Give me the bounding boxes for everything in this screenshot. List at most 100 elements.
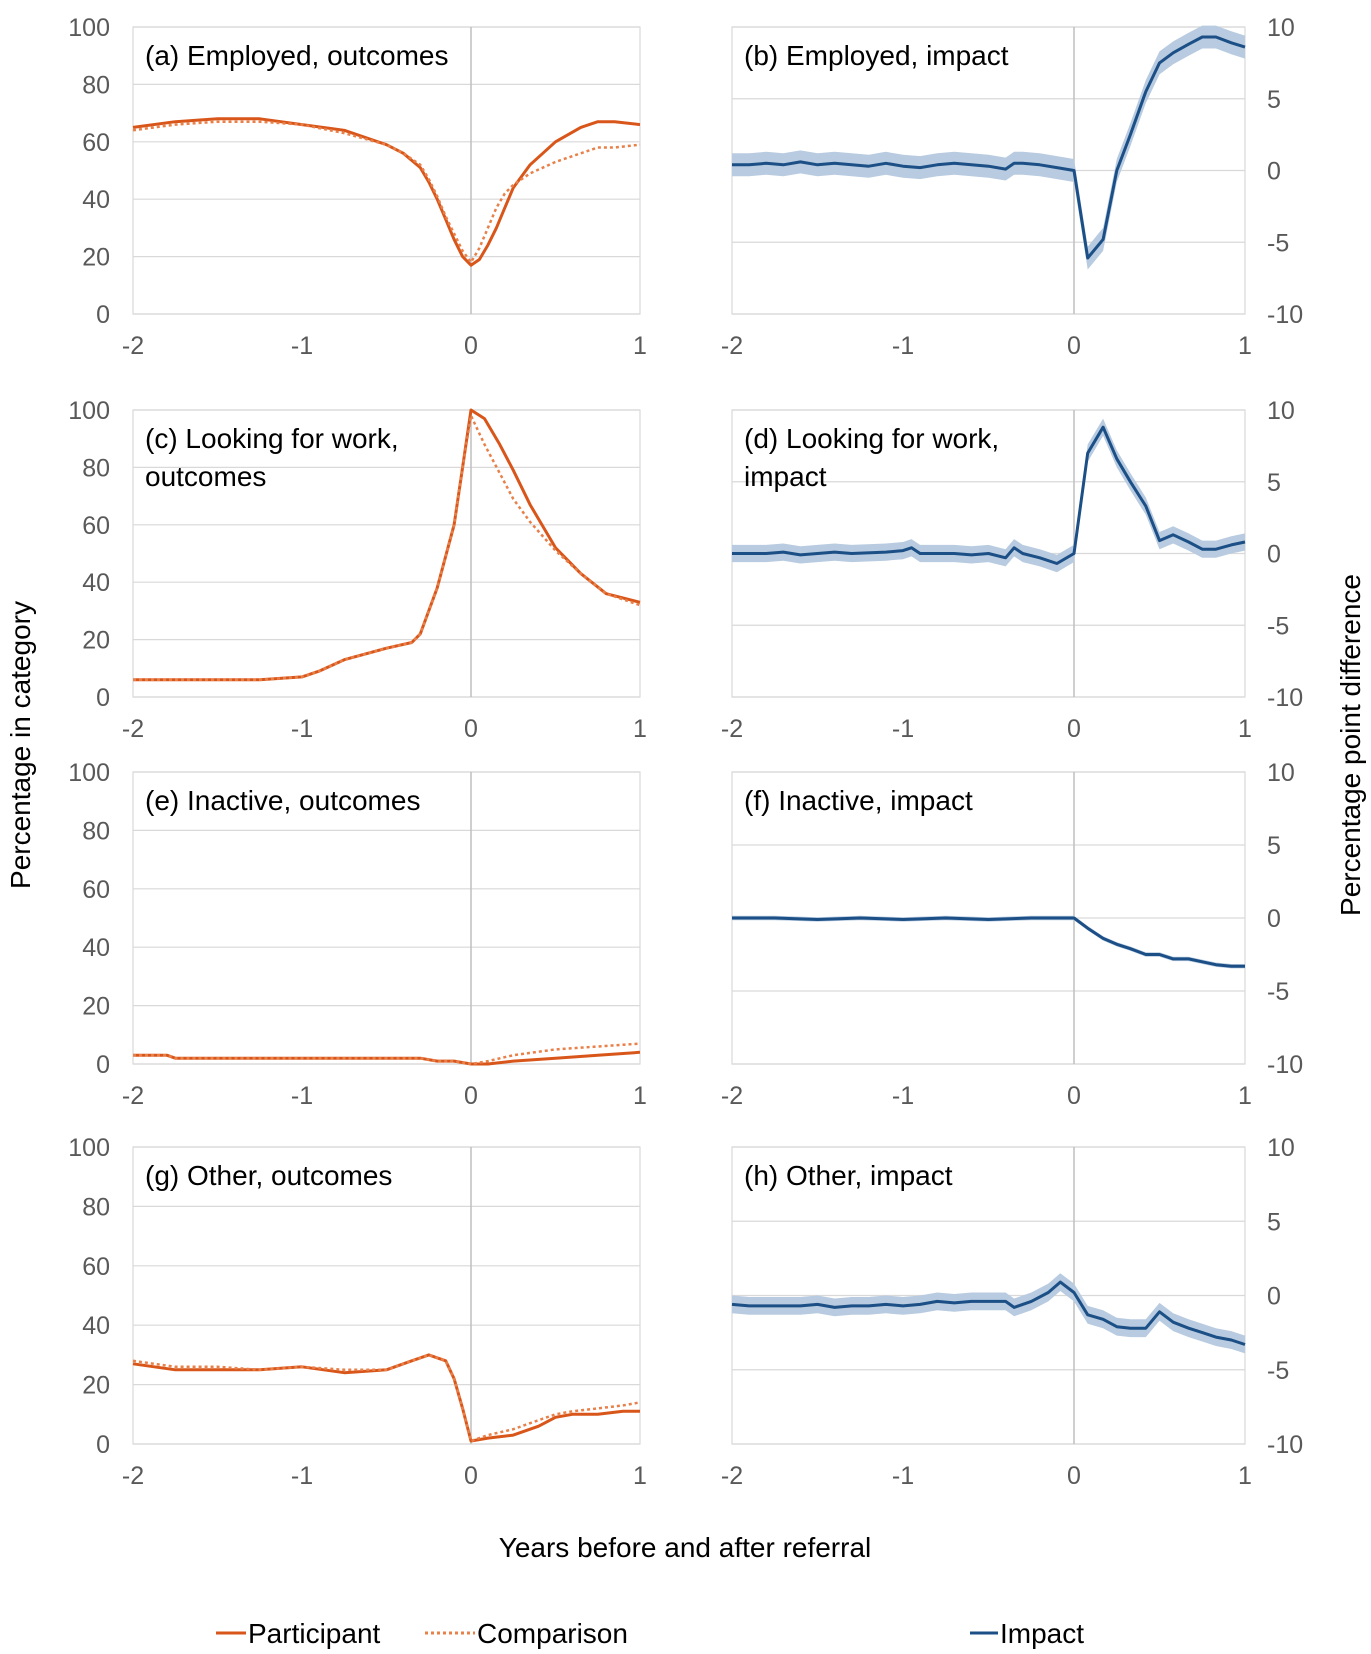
y-tick-label: 40 [82, 934, 110, 962]
series-line-impact [732, 35, 1246, 260]
y-tick-label: 20 [82, 1372, 110, 1400]
x-tick-label: 1 [633, 332, 647, 360]
x-tick-label: -2 [122, 1462, 144, 1490]
legend-participant-label: Participant [248, 1618, 381, 1649]
x-tick-label: -2 [122, 1082, 144, 1110]
panel-title: (a) Employed, outcomes [145, 40, 448, 71]
y-tick-label: 5 [1267, 86, 1281, 114]
x-tick-label: 1 [1238, 1082, 1252, 1110]
y-tick-label: 60 [82, 876, 110, 904]
panel-title: outcomes [145, 461, 266, 492]
panel-title: (d) Looking for work, [744, 423, 999, 454]
y-tick-label: 20 [82, 993, 110, 1021]
x-tick-label: -1 [892, 715, 914, 743]
y-axis-title-right: Percentage point difference [1335, 574, 1366, 916]
x-tick-label: 0 [464, 332, 478, 360]
x-tick-label: -1 [892, 332, 914, 360]
confidence-band [732, 25, 1245, 270]
panel-title: (e) Inactive, outcomes [145, 785, 420, 816]
x-tick-label: -1 [291, 1462, 313, 1490]
x-tick-label: 1 [1238, 715, 1252, 743]
panel-a: 0 20 40 60 80 100 -2 -1 0 1 (a) Employed, outcomes [68, 14, 647, 360]
y-tick-label: -10 [1267, 301, 1303, 329]
panel-title: (g) Other, outcomes [145, 1160, 392, 1191]
plot-area [132, 409, 641, 698]
y-tick-label: 60 [82, 129, 110, 157]
y-tick-label: 0 [1267, 905, 1281, 933]
x-tick-label: -1 [892, 1462, 914, 1490]
y-tick-label: 0 [96, 301, 110, 329]
y-tick-label: 80 [82, 71, 110, 99]
series-line-comparison [133, 1042, 641, 1066]
y-tick-label: 100 [68, 759, 110, 787]
y-tick-label: 0 [96, 1051, 110, 1079]
panel-e: 0 20 40 60 80 100 -2 -1 0 1 (e) Inactive, outcomes [68, 759, 647, 1110]
y-tick-label: -5 [1267, 612, 1289, 640]
x-tick-label: 0 [1067, 1462, 1081, 1490]
y-tick-label: 0 [1267, 541, 1281, 569]
panel-title: (f) Inactive, impact [744, 785, 973, 816]
x-tick-label: -2 [721, 1462, 743, 1490]
y-tick-label: 20 [82, 627, 110, 655]
x-tick-label: 1 [633, 1082, 647, 1110]
y-tick-label: 10 [1267, 14, 1295, 42]
legend-comparison-label: Comparison [477, 1618, 628, 1649]
confidence-band [732, 915, 1245, 969]
y-tick-label: -10 [1267, 1431, 1303, 1459]
x-tick-label: -2 [721, 715, 743, 743]
y-tick-label: 40 [82, 1312, 110, 1340]
y-tick-label: 5 [1267, 1208, 1281, 1236]
y-tick-label: 10 [1267, 1134, 1295, 1162]
x-tick-label: -2 [721, 332, 743, 360]
x-tick-label: -2 [122, 332, 144, 360]
y-tick-label: -5 [1267, 1357, 1289, 1385]
series-line-comparison [132, 1353, 641, 1443]
y-tick-label: 0 [1267, 1283, 1281, 1311]
x-tick-label: -2 [721, 1082, 743, 1110]
x-tick-label: 1 [1238, 1462, 1252, 1490]
plot-area [132, 26, 641, 315]
panel-title: (c) Looking for work, [145, 423, 399, 454]
y-tick-label: 100 [68, 397, 110, 425]
y-tick-label: 100 [68, 14, 110, 42]
legend-impact-label: Impact [1000, 1618, 1084, 1649]
panel-title: (h) Other, impact [744, 1160, 953, 1191]
plot-area [132, 1146, 641, 1445]
y-tick-label: 5 [1267, 832, 1281, 860]
x-tick-label: -2 [122, 715, 144, 743]
y-tick-label: 80 [82, 454, 110, 482]
series-line-impact [732, 425, 1246, 565]
x-tick-label: 1 [633, 1462, 647, 1490]
y-axis-title-left: Percentage in category [5, 601, 36, 889]
x-tick-label: 0 [1067, 1082, 1081, 1110]
y-tick-label: 40 [82, 569, 110, 597]
plot-area [132, 771, 641, 1065]
y-tick-label: 100 [68, 1134, 110, 1162]
y-tick-label: 60 [82, 512, 110, 540]
y-tick-label: -5 [1267, 978, 1289, 1006]
legend: Participant Comparison Impact [216, 1618, 1084, 1649]
series-line-comparison [133, 414, 641, 682]
x-tick-label: 0 [464, 1082, 478, 1110]
x-tick-label: 1 [1238, 332, 1252, 360]
y-tick-label: 80 [82, 817, 110, 845]
x-axis-title: Years before and after referral [499, 1532, 872, 1563]
panel-title: impact [744, 461, 827, 492]
x-tick-label: -1 [291, 332, 313, 360]
x-tick-label: -1 [291, 715, 313, 743]
x-tick-label: -1 [892, 1082, 914, 1110]
series-line-participant [132, 1353, 640, 1443]
y-tick-label: -5 [1267, 229, 1289, 257]
confidence-band [732, 1273, 1245, 1354]
y-tick-label: 0 [96, 1431, 110, 1459]
y-tick-label: -10 [1267, 1051, 1303, 1079]
x-tick-label: -1 [291, 1082, 313, 1110]
series-line-comparison [132, 120, 641, 264]
